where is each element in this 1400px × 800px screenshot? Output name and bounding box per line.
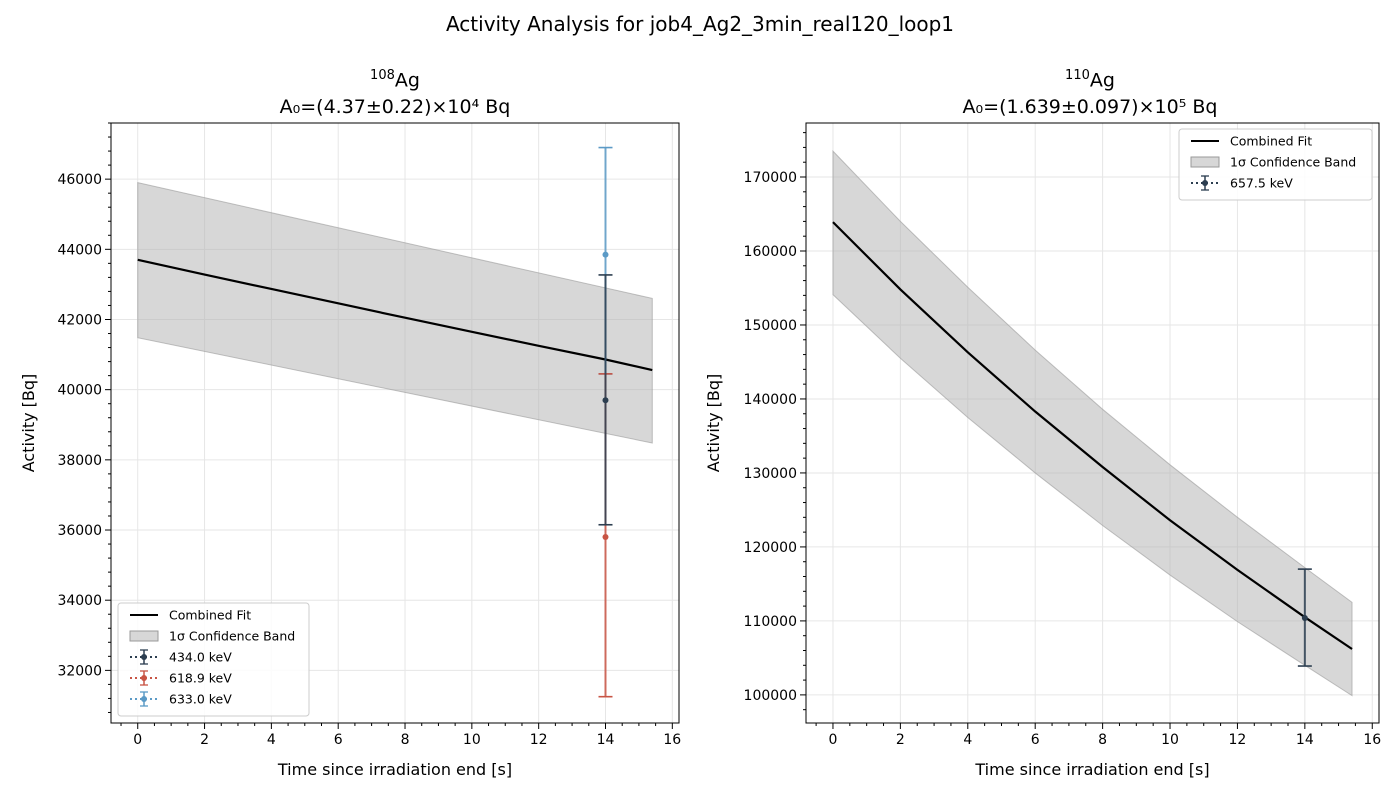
plot-frame (805, 122, 1380, 724)
y-tick-label: 36000 (57, 523, 102, 539)
data-point (602, 397, 609, 404)
x-tick-label: 6 (334, 732, 343, 748)
y-tick-label: 100000 (744, 688, 797, 704)
y-tick-label: 46000 (57, 172, 102, 188)
legend-label: 1σ Confidence Band (1230, 155, 1356, 170)
errorbar-657-5-keV (1297, 568, 1312, 667)
y-tick-label: 150000 (744, 318, 797, 334)
legend: Combined Fit 1σ Confidence Band 657.5 keV (1178, 128, 1373, 201)
y-tick-label: 160000 (744, 244, 797, 260)
right-isotope-mass: 110 (1065, 68, 1090, 83)
legend-box (117, 602, 310, 717)
x-tick-label: 14 (1296, 732, 1314, 748)
y-tick-label: 38000 (57, 453, 102, 469)
combined-fit-line (137, 258, 653, 372)
right-isotope-symbol: Ag (1089, 69, 1115, 92)
y-tick-label: 34000 (57, 593, 102, 609)
right-plot: 0 2 4 6 8 10 12 14 16 100000 110000 120000 130000 140… (704, 122, 1381, 779)
left-isotope-mass: 108 (370, 68, 395, 83)
y-tick-label: 42000 (57, 312, 102, 328)
y-tick-label: 170000 (744, 170, 797, 186)
legend-label: Combined Fit (169, 608, 251, 623)
x-tick-label: 14 (597, 732, 615, 748)
left-isotope-symbol: Ag (394, 69, 420, 92)
x-tick-label: 16 (1363, 732, 1381, 748)
x-tick-label: 8 (1098, 732, 1107, 748)
right-panel-title: 110Ag A₀=(1.639±0.097)×10⁵ Bq (890, 62, 1290, 121)
x-tick-label: 4 (267, 732, 276, 748)
data-point (1301, 614, 1308, 621)
confidence-band (137, 182, 653, 444)
legend: Combined Fit 1σ Confidence Band 434.0 keV 6… (117, 602, 310, 717)
right-isotope-label: 110Ag (890, 62, 1290, 94)
y-tick-label: 110000 (744, 614, 797, 630)
left-plot: 0 2 4 6 8 10 12 14 16 32000 34000 36000 38000 40000 42… (19, 122, 681, 779)
y-tick-label: 40000 (57, 383, 102, 399)
legend-label: 434.0 keV (169, 650, 232, 665)
y-tick-label: 140000 (744, 392, 797, 408)
x-tick-label: 12 (530, 732, 548, 748)
legend-label: 618.9 keV (169, 671, 232, 686)
errorbar-434-0-keV (598, 274, 613, 526)
legend-band-swatch (1190, 156, 1220, 168)
x-tick-label: 0 (829, 732, 838, 748)
x-tick-label: 2 (896, 732, 905, 748)
legend-series-marker (141, 696, 147, 702)
combined-fit-line (832, 221, 1353, 650)
x-tick-label: 16 (663, 732, 681, 748)
legend-series-marker (141, 654, 147, 660)
x-axis-label: Time since irradiation end [s] (974, 760, 1209, 779)
plot-frame (110, 122, 680, 724)
x-tick-label: 2 (200, 732, 209, 748)
data-point (602, 251, 609, 258)
x-tick-label: 0 (133, 732, 142, 748)
data-point (602, 534, 609, 541)
y-tick-label: 120000 (744, 540, 797, 556)
left-isotope-label: 108Ag (195, 62, 595, 94)
y-tick-label: 130000 (744, 466, 797, 482)
x-tick-label: 10 (463, 732, 481, 748)
y-axis-label: Activity [Bq] (704, 374, 723, 473)
x-tick-label: 8 (401, 732, 410, 748)
x-tick-label: 4 (963, 732, 972, 748)
confidence-band (832, 149, 1353, 697)
y-tick-label: 32000 (57, 663, 102, 679)
legend-label: 633.0 keV (169, 692, 232, 707)
y-axis-label: Activity [Bq] (19, 374, 38, 473)
legend-box (1178, 128, 1373, 201)
legend-series-marker (141, 675, 147, 681)
x-axis-label: Time since irradiation end [s] (277, 760, 512, 779)
right-activity-result: A₀=(1.639±0.097)×10⁵ Bq (962, 96, 1218, 119)
x-tick-label: 6 (1031, 732, 1040, 748)
x-tick-label: 10 (1161, 732, 1179, 748)
legend-label: Combined Fit (1230, 134, 1312, 149)
left-activity-result: A₀=(4.37±0.22)×10⁴ Bq (279, 96, 511, 119)
legend-series-marker (1202, 180, 1208, 186)
left-panel-title: 108Ag A₀=(4.37±0.22)×10⁴ Bq (195, 62, 595, 121)
legend-label: 1σ Confidence Band (169, 629, 295, 644)
y-tick-label: 44000 (57, 242, 102, 258)
legend-band-swatch (129, 630, 159, 642)
x-tick-label: 12 (1229, 732, 1247, 748)
legend-label: 657.5 keV (1230, 176, 1293, 191)
figure-title: Activity Analysis for job4_Ag2_3min_real… (445, 12, 955, 36)
